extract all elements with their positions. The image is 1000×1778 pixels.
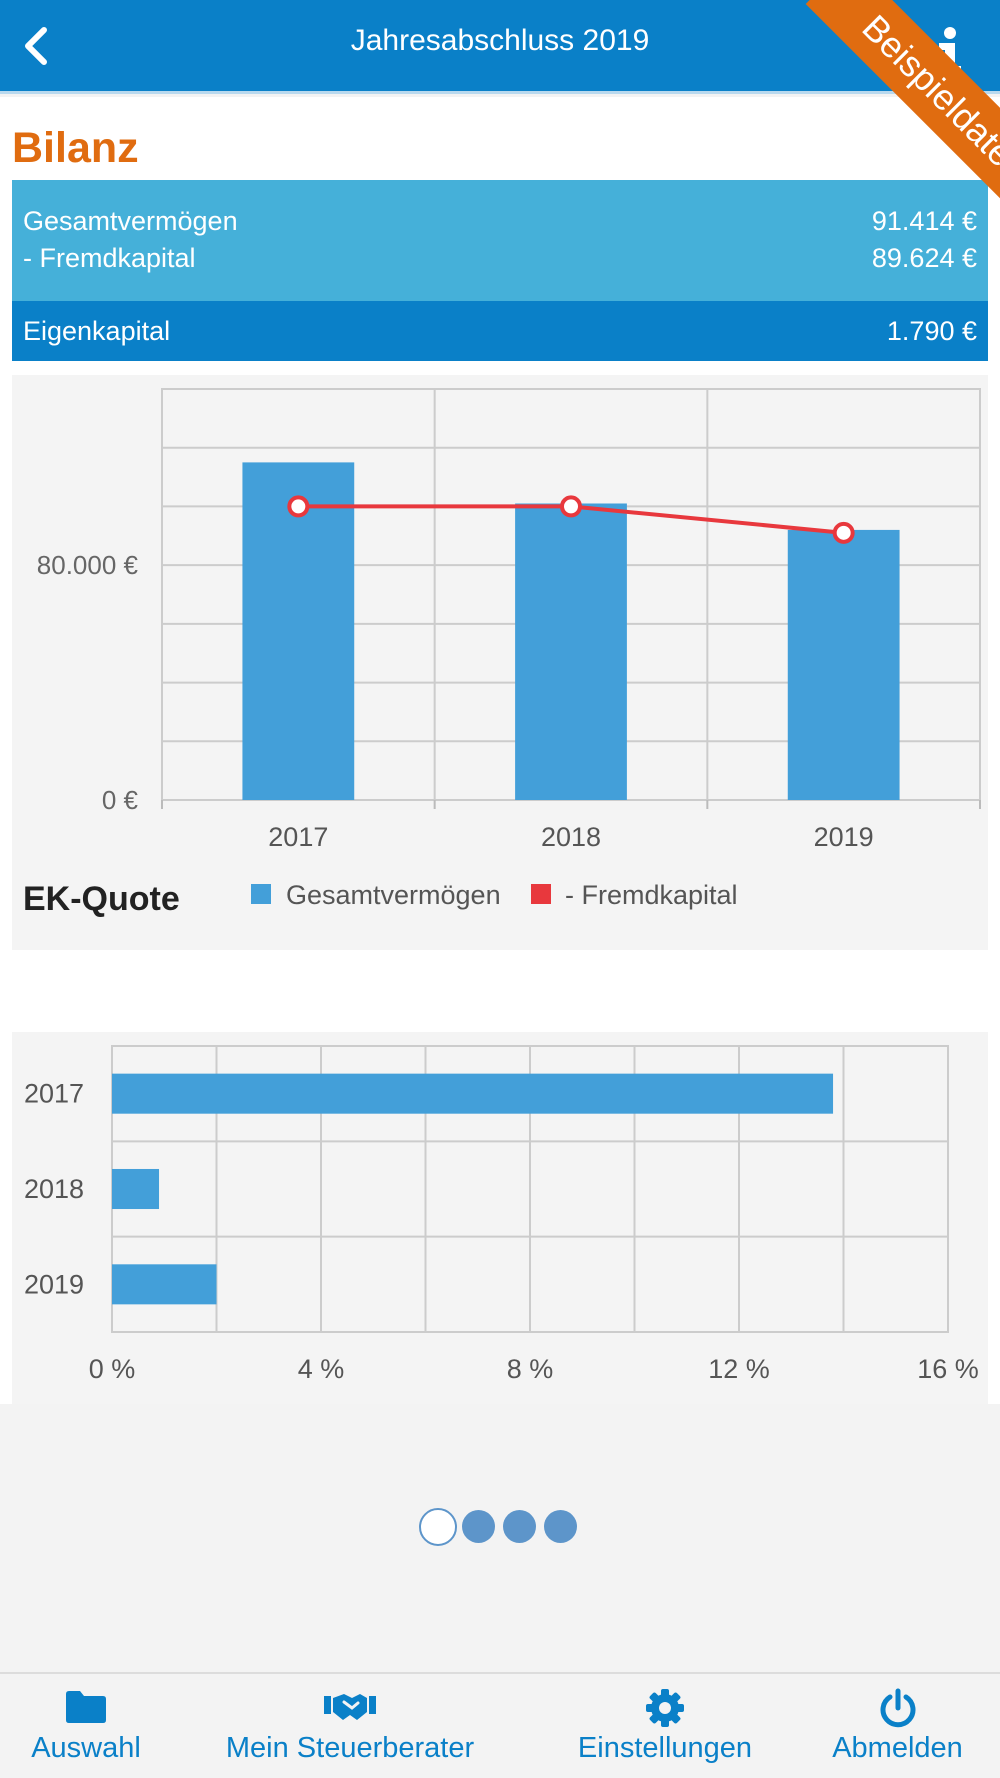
legend-label-fremdkapital: - Fremdkapital bbox=[565, 880, 738, 910]
bilanz-chart: 0 € 80.000 € 2017 2018 2019 Gesamtvermögen - F… bbox=[37, 388, 981, 910]
section-title-ek-quote: EK-Quote bbox=[23, 880, 180, 918]
y-tick-label: 2017 bbox=[24, 1079, 84, 1109]
bar-gesamtvermoegen-2019 bbox=[787, 529, 900, 800]
app-header: Jahresabschluss 2019 bbox=[0, 0, 1000, 94]
tab-auswahl[interactable]: Auswahl bbox=[0, 1674, 172, 1778]
x-tick-label: 16 % bbox=[917, 1354, 979, 1384]
x-tick-label: 4 % bbox=[298, 1354, 345, 1384]
y-tick-label: 80.000 € bbox=[37, 550, 139, 580]
legend-label-gesamtvermoegen: Gesamtvermögen bbox=[286, 880, 501, 910]
bar-ek-quote-2017 bbox=[112, 1073, 834, 1114]
x-tick-label: 2019 bbox=[814, 822, 874, 852]
y-tick-label: 0 € bbox=[102, 785, 139, 815]
summary-row-value: 89.624 € bbox=[871, 243, 977, 273]
balance-summary: Gesamtvermögen 91.414 € - Fremdkapital 8… bbox=[12, 180, 988, 301]
bilanz-chart-card: 0 € 80.000 € 2017 2018 2019 Gesamtvermögen - F… bbox=[12, 375, 988, 950]
bottom-tab-bar: Auswahl Mein Steuerberater bbox=[0, 1672, 1000, 1778]
page-dot[interactable] bbox=[544, 1510, 577, 1543]
summary-row-assets: Gesamtvermögen 91.414 € bbox=[23, 206, 977, 244]
tab-label: Mein Steuerberater bbox=[225, 1732, 475, 1764]
section-title-bilanz: Bilanz bbox=[12, 124, 139, 172]
gear-icon bbox=[646, 1689, 684, 1727]
info-icon bbox=[939, 27, 961, 73]
page-title: Jahresabschluss 2019 bbox=[350, 24, 650, 57]
x-tick-label: 0 % bbox=[89, 1354, 136, 1384]
y-tick-label: 2018 bbox=[24, 1174, 84, 1204]
legend-swatch-fremdkapital bbox=[531, 884, 551, 904]
x-tick-label: 2017 bbox=[268, 822, 328, 852]
equity-value: 1.790 € bbox=[886, 316, 977, 346]
tab-label: Einstellungen bbox=[577, 1732, 753, 1764]
folder-icon bbox=[66, 1691, 106, 1723]
page-dot[interactable] bbox=[462, 1510, 495, 1543]
x-tick-label: 8 % bbox=[507, 1354, 554, 1384]
tab-label: Auswahl bbox=[31, 1732, 141, 1764]
point-fremdkapital-2017 bbox=[287, 495, 310, 518]
tab-abmelden[interactable]: Abmelden bbox=[810, 1674, 985, 1778]
point-fremdkapital-2019 bbox=[832, 521, 855, 544]
summary-row-liabilities: - Fremdkapital 89.624 € bbox=[23, 243, 977, 281]
handshake-icon bbox=[324, 1694, 376, 1720]
tab-mein-steuerberater[interactable]: Mein Steuerberater bbox=[200, 1674, 500, 1778]
summary-row-label: - Fremdkapital bbox=[23, 243, 196, 273]
equity-row: Eigenkapital 1.790 € bbox=[12, 301, 988, 361]
x-tick-label: 12 % bbox=[708, 1354, 770, 1384]
power-icon bbox=[880, 1688, 915, 1728]
page-dot[interactable] bbox=[503, 1510, 536, 1543]
equity-label: Eigenkapital bbox=[23, 316, 171, 346]
tab-label: Abmelden bbox=[832, 1732, 963, 1764]
legend-swatch-gesamtvermoegen bbox=[251, 884, 271, 904]
page-dot[interactable] bbox=[419, 1508, 457, 1546]
x-tick-label: 2018 bbox=[541, 822, 601, 852]
y-tick-label: 2019 bbox=[24, 1269, 84, 1299]
bar-gesamtvermoegen-2017 bbox=[242, 462, 355, 800]
info-button[interactable] bbox=[930, 26, 970, 76]
back-button[interactable] bbox=[14, 22, 64, 72]
point-fremdkapital-2018 bbox=[560, 495, 582, 518]
bar-ek-quote-2019 bbox=[112, 1264, 217, 1305]
summary-row-label: Gesamtvermögen bbox=[23, 206, 238, 236]
bar-ek-quote-2018 bbox=[112, 1168, 160, 1210]
tab-einstellungen[interactable]: Einstellungen bbox=[550, 1674, 780, 1778]
chevron-left-icon bbox=[25, 27, 47, 65]
summary-row-value: 91.414 € bbox=[871, 206, 977, 236]
pager-area bbox=[0, 1404, 1000, 1504]
bar-gesamtvermoegen-2018 bbox=[515, 503, 627, 800]
